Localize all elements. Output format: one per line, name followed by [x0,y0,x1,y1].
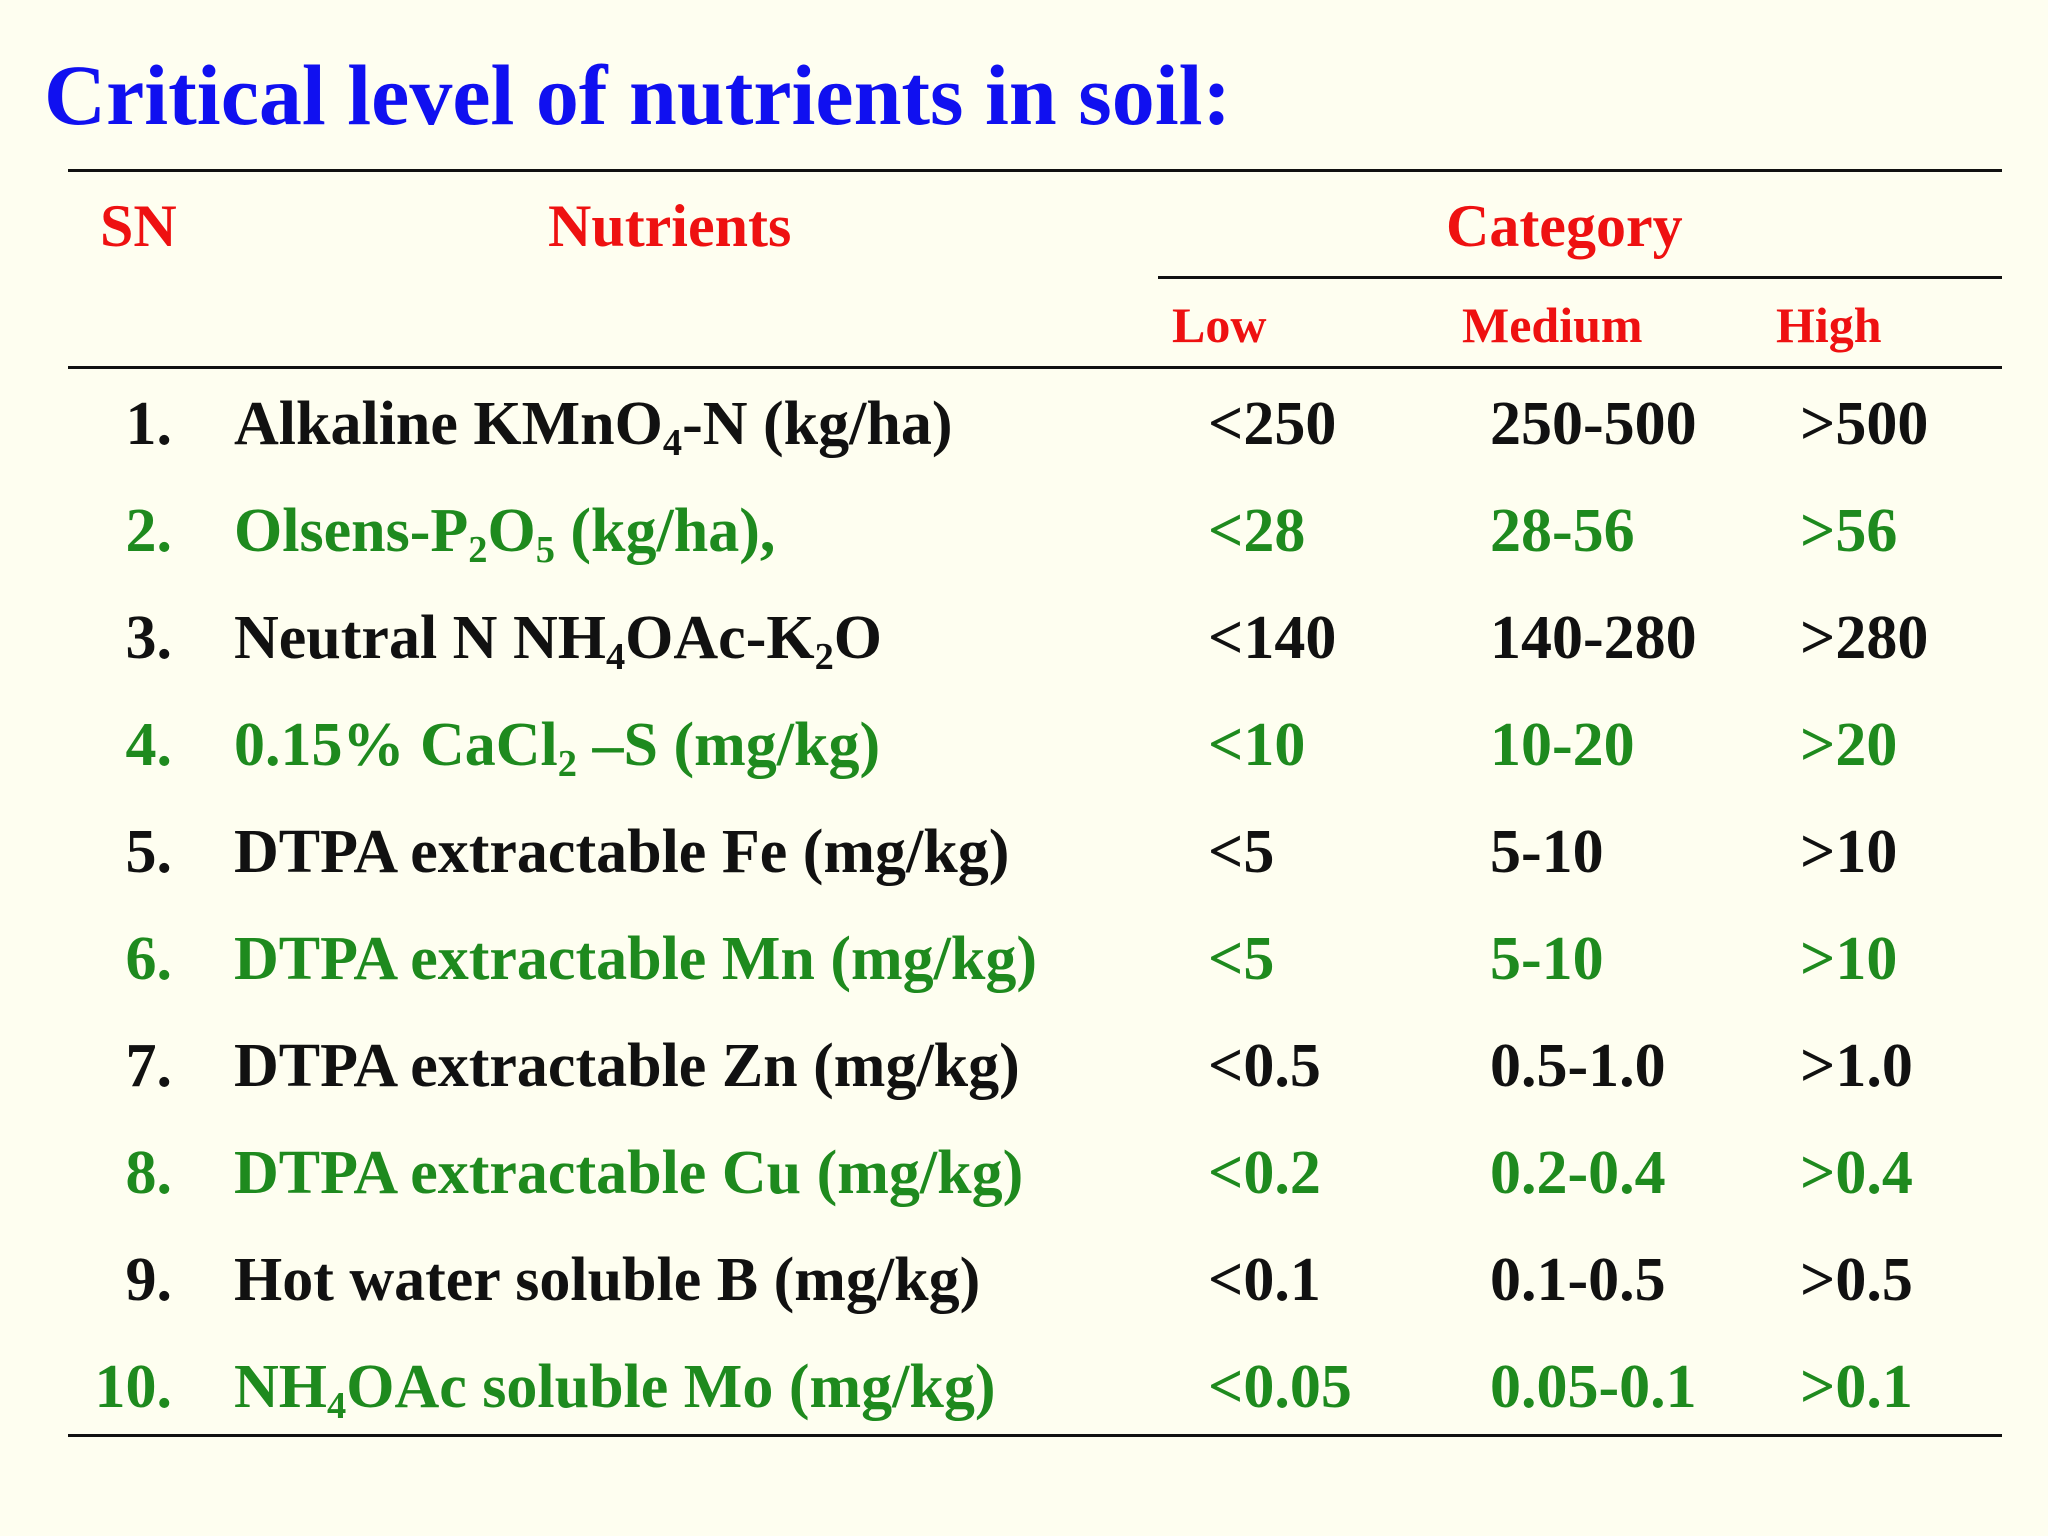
table-row: 10. NH4OAc soluble Mo (mg/kg) <0.05 0.05-0.… [0,1334,2048,1441]
header-medium: Medium [1462,297,1643,353]
row-sn: 10. [94,1353,173,1421]
row-medium: 0.5-1.0 [1490,1032,1666,1100]
row-sn: 2. [125,497,173,565]
nutrient-text: OAc-K [625,604,815,672]
row-low: <28 [1208,497,1306,565]
row-medium: 10-20 [1490,711,1635,779]
row-nutrient: 0.15% CaCl2 –S (mg/kg) [234,692,880,799]
row-sn: 4. [125,711,173,779]
row-sn: 9. [125,1246,173,1314]
table-row: 3. Neutral N NH4OAc-K2O <140 140-280 >280 [0,585,2048,692]
header-nutrients: Nutrients [548,193,792,259]
row-sn: 7. [125,1032,173,1100]
header-high: High [1776,297,1882,353]
row-high: >1.0 [1800,1032,1913,1100]
row-sn: 3. [125,604,173,672]
row-medium: 0.2-0.4 [1490,1139,1666,1207]
row-high: >20 [1800,711,1898,779]
row-nutrient: Hot water soluble B (mg/kg) [234,1227,980,1334]
nutrient-text: (kg/ha), [554,497,776,565]
subscript: 4 [327,1384,347,1427]
table-row: 1. Alkaline KMnO4-N (kg/ha) <250 250-500 >50… [0,371,2048,478]
subscript: 4 [605,635,626,678]
row-medium: 5-10 [1490,818,1604,886]
row-medium: 5-10 [1490,925,1604,993]
row-nutrient: Neutral N NH4OAc-K2O [234,585,882,692]
row-low: <140 [1208,604,1337,672]
subscript: 2 [557,742,577,785]
row-high: >500 [1800,390,1929,458]
table-row: 6. DTPA extractable Mn (mg/kg) <5 5-10 >10 [0,906,2048,1013]
row-nutrient: DTPA extractable Cu (mg/kg) [234,1120,1023,1227]
nutrient-text: OAc soluble Mo (mg/kg) [346,1353,996,1421]
table-row: 5. DTPA extractable Fe (mg/kg) <5 5-10 >10 [0,799,2048,906]
subscript: 4 [662,421,683,464]
nutrient-text: –S (mg/kg) [577,711,881,779]
row-medium: 28-56 [1490,497,1635,565]
table-row: 8. DTPA extractable Cu (mg/kg) <0.2 0.2-0.4… [0,1120,2048,1227]
row-high: >10 [1800,818,1898,886]
row-sn: 6. [125,925,173,993]
nutrient-text: -N (kg/ha) [682,390,953,458]
nutrient-text: DTPA extractable Mn (mg/kg) [234,925,1037,993]
nutrient-text: DTPA extractable Zn (mg/kg) [234,1032,1020,1100]
row-high: >0.5 [1800,1246,1913,1314]
row-low: <0.05 [1208,1353,1352,1421]
nutrient-text: DTPA extractable Fe (mg/kg) [234,818,1010,886]
row-medium: 250-500 [1490,390,1697,458]
row-sn: 5. [125,818,173,886]
table-row: 4. 0.15% CaCl2 –S (mg/kg) <10 10-20 >20 [0,692,2048,799]
nutrient-text: O [487,497,536,565]
nutrient-text: Hot water soluble B (mg/kg) [234,1246,981,1314]
row-sn: 1. [125,390,173,458]
header-category: Category [1446,193,1683,259]
row-nutrient: DTPA extractable Zn (mg/kg) [234,1013,1020,1120]
row-medium: 140-280 [1490,604,1697,672]
row-low: <5 [1208,925,1275,993]
nutrient-text: Olsens-P [234,497,469,565]
table-bottom-rule [68,1434,2002,1437]
nutrient-text: DTPA extractable Cu (mg/kg) [234,1139,1024,1207]
row-high: >0.1 [1800,1353,1913,1421]
row-nutrient: Olsens-P2O5 (kg/ha), [234,478,775,585]
row-low: <0.5 [1208,1032,1321,1100]
row-nutrient: NH4OAc soluble Mo (mg/kg) [234,1334,995,1441]
subscript: 5 [535,528,555,571]
table-row: 9. Hot water soluble B (mg/kg) <0.1 0.1-0.5… [0,1227,2048,1334]
row-nutrient: DTPA extractable Mn (mg/kg) [234,906,1037,1013]
nutrient-text: Neutral N NH [234,604,606,672]
table-top-rule [68,169,2002,172]
table-row: 7. DTPA extractable Zn (mg/kg) <0.5 0.5-1.0… [0,1013,2048,1120]
row-high: >0.4 [1800,1139,1913,1207]
subscript: 2 [814,635,834,678]
nutrient-text: 0.15% CaCl [234,711,558,779]
row-medium: 0.1-0.5 [1490,1246,1666,1314]
header-bottom-rule [68,366,2002,369]
row-low: <250 [1208,390,1337,458]
subscript: 2 [468,528,488,571]
row-low: <10 [1208,711,1306,779]
row-high: >10 [1800,925,1898,993]
row-low: <0.2 [1208,1139,1321,1207]
row-nutrient: DTPA extractable Fe (mg/kg) [234,799,1009,906]
nutrient-text: O [833,604,883,672]
nutrient-text: NH [234,1353,327,1421]
row-sn: 8. [125,1139,173,1207]
row-high: >56 [1800,497,1898,565]
header-low: Low [1172,297,1267,353]
page-title: Critical level of nutrients in soil: [44,47,1232,143]
row-nutrient: Alkaline KMnO4-N (kg/ha) [234,371,953,478]
row-medium: 0.05-0.1 [1490,1353,1697,1421]
header-sn: SN [100,193,177,259]
table-row: 2. Olsens-P2O5 (kg/ha), <28 28-56 >56 [0,478,2048,585]
category-rule [1158,276,2002,279]
row-low: <0.1 [1208,1246,1321,1314]
row-low: <5 [1208,818,1275,886]
row-high: >280 [1800,604,1929,672]
nutrient-text: Alkaline KMnO [234,390,663,458]
